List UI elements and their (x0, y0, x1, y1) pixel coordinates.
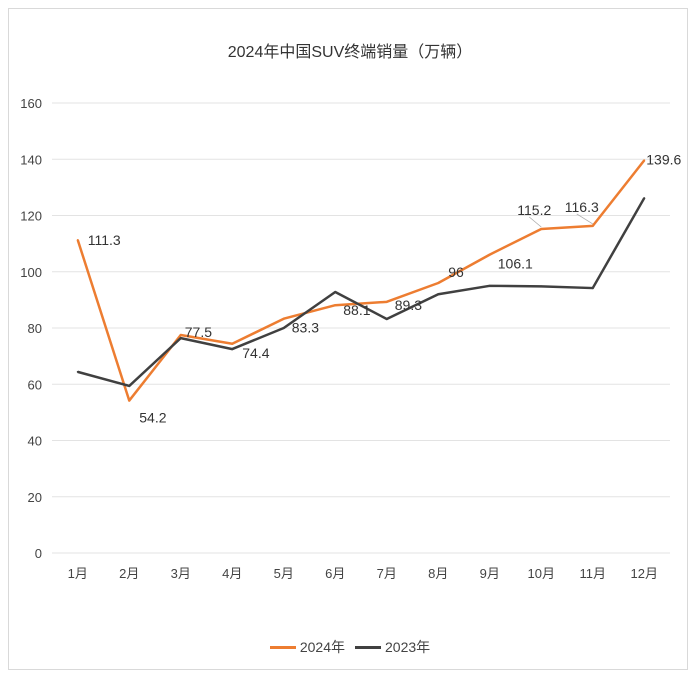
data-point (488, 253, 491, 256)
x-tick-label: 6月 (325, 566, 345, 581)
label-leader-line (528, 216, 542, 228)
data-label: 139.6 (646, 151, 681, 167)
chart-frame (8, 8, 688, 670)
x-tick-label: 8月 (428, 566, 448, 581)
legend-item-2024[interactable]: 2024年 (269, 637, 345, 657)
series-line-2023年 (77, 197, 646, 388)
x-tick-label: 4月 (222, 566, 242, 581)
data-point (488, 284, 491, 287)
data-point (334, 304, 337, 307)
series-line-2024年 (76, 159, 646, 402)
data-point (282, 327, 285, 329)
legend-swatch-2024 (269, 645, 296, 649)
y-tick-label: 0 (35, 546, 42, 561)
data-label: 88.1 (343, 302, 370, 318)
data-point (437, 282, 440, 284)
data-point (231, 348, 234, 351)
x-tick-label: 3月 (171, 566, 191, 581)
x-tick-label: 9月 (480, 566, 500, 581)
x-tick-label: 10月 (528, 566, 555, 581)
x-tick-label: 12月 (631, 566, 658, 581)
data-point (334, 291, 337, 293)
y-tick-label: 100 (20, 265, 42, 280)
data-label: 115.2 (517, 202, 551, 218)
data-label: 77.5 (185, 324, 212, 340)
y-tick-label: 140 (20, 152, 42, 167)
x-tick-label: 2月 (119, 566, 139, 581)
label-leader-line (576, 213, 593, 225)
data-point (128, 384, 131, 387)
data-label: 89.3 (395, 297, 422, 313)
y-tick-label: 60 (28, 377, 42, 392)
x-tick-label: 11月 (580, 566, 607, 581)
data-point (231, 342, 234, 345)
data-point (591, 224, 594, 227)
data-point (385, 300, 388, 303)
legend-swatch-2023 (355, 645, 381, 649)
data-label: 106.1 (498, 256, 533, 272)
data-label: 96 (448, 264, 464, 280)
data-label: 74.4 (242, 345, 269, 361)
data-label: 83.3 (292, 320, 319, 336)
y-tick-label: 40 (28, 434, 42, 449)
data-point (437, 293, 440, 296)
legend-item-2023[interactable]: 2023年 (355, 637, 430, 657)
x-tick-label: 7月 (377, 566, 397, 581)
data-point (76, 370, 79, 373)
legend: 2024年 2023年 (0, 637, 700, 657)
data-point (76, 238, 79, 241)
chart-title: 2024年中国SUV终端销量（万辆） (227, 44, 473, 61)
data-point (179, 337, 182, 340)
legend-label-2024: 2024年 (299, 639, 345, 655)
data-point (282, 317, 285, 320)
data-point (540, 285, 543, 288)
data-point (128, 399, 131, 402)
y-tick-label: 20 (28, 490, 42, 505)
data-label: 54.2 (139, 410, 166, 426)
data-label: 111.3 (88, 232, 121, 248)
legend-label-2023: 2023年 (385, 639, 431, 655)
y-tick-label: 120 (20, 209, 42, 224)
data-point (385, 318, 388, 320)
x-tick-label: 1月 (68, 566, 88, 581)
y-tick-label: 160 (20, 96, 42, 111)
data-label: 116.3 (565, 199, 599, 215)
data-point (643, 159, 646, 162)
data-point (179, 334, 182, 337)
x-tick-label: 5月 (274, 566, 294, 581)
data-point (643, 197, 646, 200)
data-point (540, 228, 543, 230)
data-point (591, 287, 594, 290)
y-tick-label: 80 (28, 321, 42, 336)
